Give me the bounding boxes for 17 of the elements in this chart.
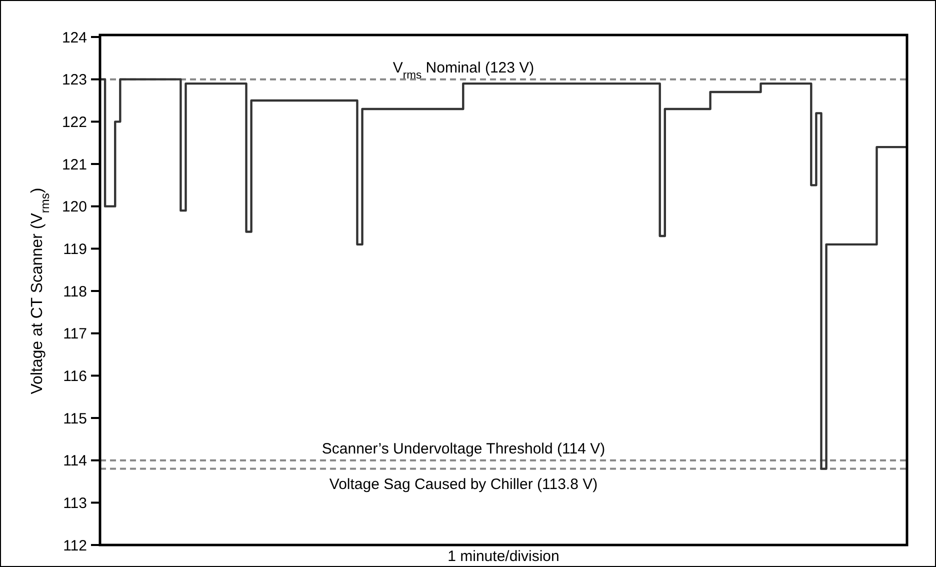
y-tick-label: 119 [63, 240, 87, 258]
y-tick-label: 116 [63, 368, 87, 385]
y-tick-label: 123 [62, 72, 87, 89]
y-tick-label: 114 [63, 452, 87, 470]
y-tick-label: 120 [62, 198, 87, 216]
y-tick-label: 117 [63, 326, 87, 343]
y-tick-label: 124 [62, 29, 87, 46]
y-tick-label: 122 [62, 114, 87, 131]
y-tick-label: 112 [63, 537, 87, 554]
ref-line-label: Voltage Sag Caused by Chiller (113.8 V) [329, 476, 598, 493]
ref-line-label: V$_{rms}$ Nominal (123 V) [392, 59, 534, 82]
y-tick-label: 113 [63, 494, 87, 512]
y-tick-label: 121 [62, 156, 87, 174]
y-tick-label: 115 [63, 410, 87, 428]
x-axis-title: 1 minute/division [448, 548, 560, 565]
y-tick-label: 118 [63, 283, 87, 300]
ref-line-label: Scanner’s Undervoltage Threshold (114 V) [322, 440, 606, 458]
